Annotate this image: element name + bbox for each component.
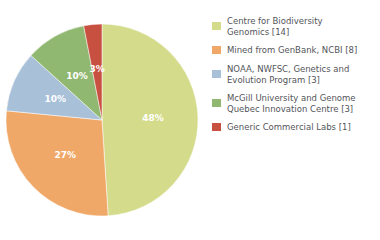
svg-text:Mined from GenBank, NCBI [8]: Mined from GenBank, NCBI [8] — [227, 45, 357, 55]
svg-text:Evolution Program [3]: Evolution Program [3] — [227, 75, 320, 85]
svg-text:Generic Commercial Labs [1]: Generic Commercial Labs [1] — [227, 122, 351, 132]
svg-text:27%: 27% — [55, 150, 77, 160]
svg-text:McGill University and Genome: McGill University and Genome — [227, 93, 356, 103]
svg-text:10%: 10% — [45, 94, 67, 104]
svg-text:48%: 48% — [142, 113, 164, 123]
svg-text:Centre for Biodiversity: Centre for Biodiversity — [227, 16, 323, 26]
svg-text:3%: 3% — [89, 64, 104, 74]
svg-text:10%: 10% — [66, 71, 88, 81]
svg-text:NOAA, NWFSC, Genetics and: NOAA, NWFSC, Genetics and — [227, 64, 349, 74]
svg-text:Quebec Innovation Centre [3]: Quebec Innovation Centre [3] — [227, 104, 353, 114]
svg-text:Genomics [14]: Genomics [14] — [227, 27, 289, 37]
